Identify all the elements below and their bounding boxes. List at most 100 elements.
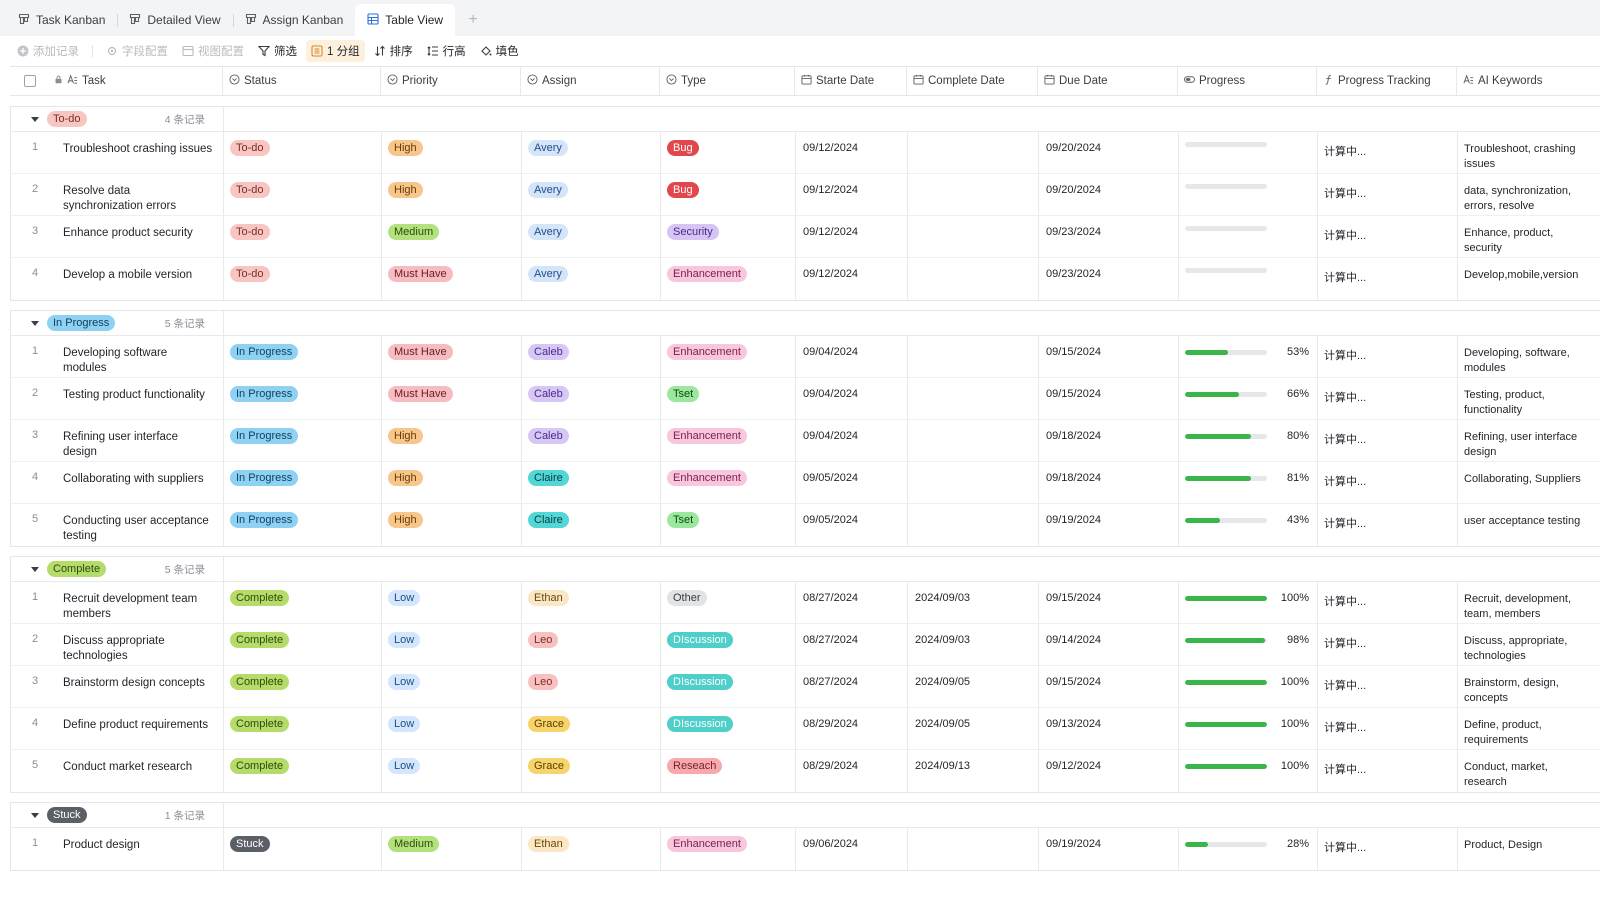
cell-progress[interactable] (1179, 258, 1318, 300)
column-header-complete-date[interactable]: Complete Date (907, 67, 1038, 95)
cell-priority[interactable]: Medium (382, 216, 522, 257)
add-record-button[interactable]: 添加记录 (12, 40, 84, 62)
tab-task-kanban[interactable]: Task Kanban (6, 4, 117, 36)
cell-task[interactable]: 3 Refining user interface design (11, 420, 224, 461)
table-row[interactable]: 5 Conduct market research Complete Low Grace… (11, 750, 1600, 792)
cell-complete-date[interactable] (908, 174, 1039, 215)
cell-assign[interactable]: Avery (522, 258, 661, 300)
status-tag[interactable]: Stuck (230, 836, 270, 852)
sort-button[interactable]: 排序 (369, 40, 418, 62)
cell-progress[interactable]: 80% (1179, 420, 1318, 461)
priority-tag[interactable]: Medium (388, 224, 440, 240)
cell-assign[interactable]: Avery (522, 132, 661, 173)
tab-detailed-view[interactable]: Detailed View (117, 4, 232, 36)
cell-type[interactable]: Enhancement (661, 336, 796, 377)
column-header-ai-keywords[interactable]: AI Keywords (1457, 67, 1587, 95)
cell-priority[interactable]: High (382, 132, 522, 173)
cell-complete-date[interactable]: 2024/09/05 (908, 708, 1039, 749)
table-row[interactable]: 1 Recruit development team members Complet… (11, 582, 1600, 624)
assignee-tag[interactable]: Claire (528, 470, 569, 486)
cell-task[interactable]: 4 Define product requirements (11, 708, 224, 749)
row-height-button[interactable]: 行高 (422, 40, 471, 62)
cell-due-date[interactable]: 09/15/2024 (1039, 582, 1179, 623)
assignee-tag[interactable]: Avery (528, 182, 568, 198)
cell-start-date[interactable]: 09/05/2024 (796, 462, 908, 503)
cell-progress[interactable]: 100% (1179, 750, 1318, 792)
add-view-button[interactable]: + (468, 11, 478, 28)
type-tag[interactable]: Security (667, 224, 719, 240)
cell-assign[interactable]: Avery (522, 216, 661, 257)
cell-due-date[interactable]: 09/14/2024 (1039, 624, 1179, 665)
assignee-tag[interactable]: Grace (528, 716, 570, 732)
cell-task[interactable]: 2 Testing product functionality (11, 378, 224, 419)
cell-progress-tracking[interactable]: 计算中... (1318, 378, 1458, 419)
cell-progress-tracking[interactable]: 计算中... (1318, 462, 1458, 503)
select-all-checkbox[interactable] (24, 75, 36, 87)
cell-progress-tracking[interactable]: 计算中... (1318, 504, 1458, 546)
priority-tag[interactable]: Must Have (388, 386, 453, 402)
cell-progress-tracking[interactable]: 计算中... (1318, 216, 1458, 257)
cell-progress-tracking[interactable]: 计算中... (1318, 336, 1458, 377)
status-tag[interactable]: Complete (230, 632, 290, 648)
status-tag[interactable]: To-do (230, 140, 270, 156)
column-header-progress[interactable]: Progress (1178, 67, 1317, 95)
status-tag[interactable]: In Progress (230, 512, 299, 528)
cell-progress-tracking[interactable]: 计算中... (1318, 750, 1458, 792)
column-header-status[interactable]: Status (223, 67, 381, 95)
type-tag[interactable]: Enhancement (667, 836, 747, 852)
cell-task[interactable]: 5 Conduct market research (11, 750, 224, 792)
cell-ai-keywords[interactable]: Testing, product, functionality (1458, 378, 1588, 419)
cell-status[interactable]: In Progress (224, 378, 382, 419)
cell-status[interactable]: In Progress (224, 420, 382, 461)
cell-assign[interactable]: Grace (522, 750, 661, 792)
cell-complete-date[interactable] (908, 828, 1039, 870)
column-header-starte-date[interactable]: Starte Date (795, 67, 907, 95)
assignee-tag[interactable]: Caleb (528, 386, 569, 402)
type-tag[interactable]: Tset (667, 386, 700, 402)
cell-progress[interactable] (1179, 132, 1318, 173)
cell-type[interactable]: Bug (661, 174, 796, 215)
cell-due-date[interactable]: 09/19/2024 (1039, 828, 1179, 870)
tab-table-view[interactable]: Table View (355, 4, 456, 36)
column-header-type[interactable]: Type (660, 67, 795, 95)
cell-type[interactable]: Enhancement (661, 828, 796, 870)
cell-priority[interactable]: Medium (382, 828, 522, 870)
priority-tag[interactable]: High (388, 428, 423, 444)
cell-due-date[interactable]: 09/23/2024 (1039, 216, 1179, 257)
table-row[interactable]: 4 Define product requirements Complete Low G… (11, 708, 1600, 750)
priority-tag[interactable]: High (388, 182, 423, 198)
cell-complete-date[interactable]: 2024/09/05 (908, 666, 1039, 707)
cell-complete-date[interactable]: 2024/09/03 (908, 624, 1039, 665)
cell-start-date[interactable]: 08/29/2024 (796, 750, 908, 792)
assignee-tag[interactable]: Caleb (528, 428, 569, 444)
cell-assign[interactable]: Ethan (522, 828, 661, 870)
cell-complete-date[interactable]: 2024/09/03 (908, 582, 1039, 623)
cell-ai-keywords[interactable]: Troubleshoot, crashing issues (1458, 132, 1588, 173)
cell-start-date[interactable]: 09/06/2024 (796, 828, 908, 870)
cell-priority[interactable]: High (382, 420, 522, 461)
priority-tag[interactable]: Low (388, 716, 421, 732)
cell-progress[interactable]: 53% (1179, 336, 1318, 377)
assignee-tag[interactable]: Avery (528, 266, 568, 282)
table-row[interactable]: 2 Testing product functionality In Progres… (11, 378, 1600, 420)
cell-assign[interactable]: Claire (522, 504, 661, 546)
column-header-due-date[interactable]: Due Date (1038, 67, 1178, 95)
cell-progress[interactable]: 100% (1179, 582, 1318, 623)
cell-priority[interactable]: High (382, 174, 522, 215)
cell-complete-date[interactable] (908, 462, 1039, 503)
column-header-task[interactable]: Task (10, 67, 223, 95)
status-tag[interactable]: Complete (230, 758, 290, 774)
type-tag[interactable]: Tset (667, 512, 700, 528)
cell-progress[interactable] (1179, 174, 1318, 215)
cell-progress[interactable]: 100% (1179, 666, 1318, 707)
cell-start-date[interactable]: 08/27/2024 (796, 666, 908, 707)
fill-color-button[interactable]: 填色 (475, 40, 524, 62)
cell-progress[interactable] (1179, 216, 1318, 257)
type-tag[interactable]: DIscussion (667, 716, 733, 732)
cell-progress[interactable]: 81% (1179, 462, 1318, 503)
table-row[interactable]: 3 Enhance product security To-do Medium Aver… (11, 216, 1600, 258)
type-tag[interactable]: Bug (667, 140, 699, 156)
cell-ai-keywords[interactable]: data, synchronization, errors, resolve (1458, 174, 1588, 215)
column-header-priority[interactable]: Priority (381, 67, 521, 95)
cell-type[interactable]: Other (661, 582, 796, 623)
